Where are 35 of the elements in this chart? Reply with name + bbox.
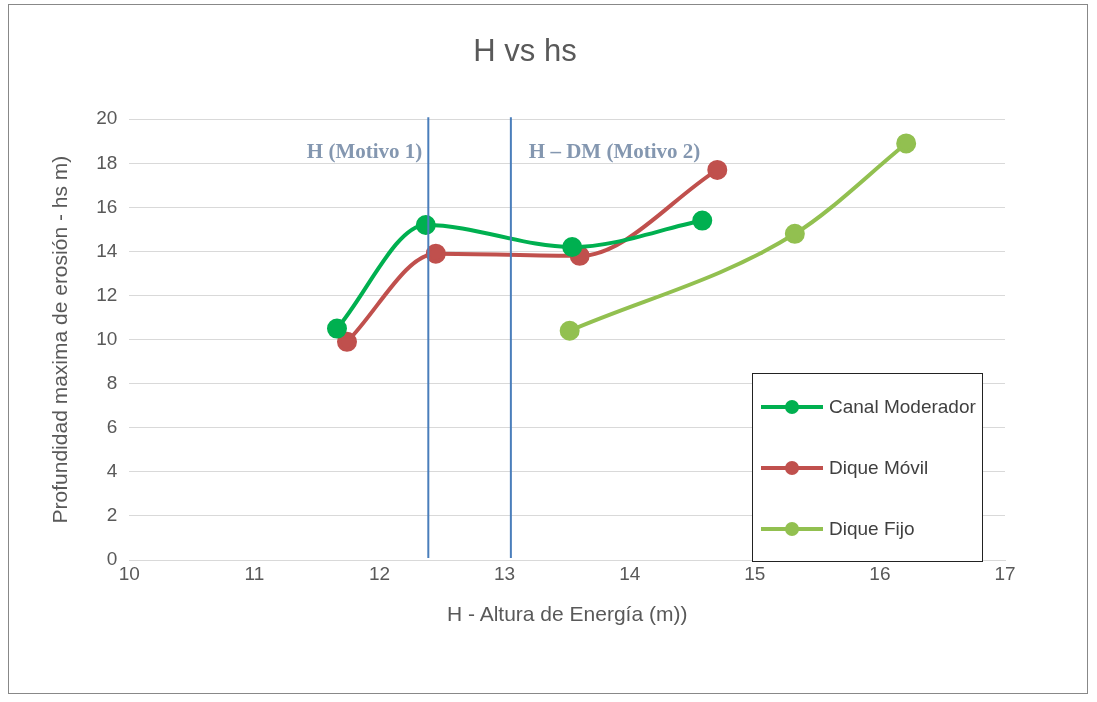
- x-tick-label: 13: [494, 562, 516, 584]
- x-axis-title: H - Altura de Energía (m)): [446, 602, 688, 626]
- y-tick-label: 10: [96, 327, 118, 349]
- y-tick-label: 16: [96, 195, 118, 217]
- y-tick-label: 4: [106, 460, 118, 482]
- x-tick-label: 16: [869, 562, 891, 584]
- chart-title: H vs hs: [473, 33, 577, 69]
- y-tick-label: 8: [106, 371, 118, 393]
- y-tick-label: 6: [106, 415, 118, 437]
- y-tick-label: 0: [106, 548, 118, 570]
- x-tick-label: 12: [368, 562, 391, 584]
- ref-line-label: H – DM (Motivo 2): [528, 138, 701, 163]
- legend-label: Dique Fijo: [829, 517, 915, 540]
- y-tick-label: 20: [96, 107, 118, 129]
- point: [337, 331, 357, 352]
- point: [326, 318, 347, 339]
- y-tick-label: 14: [96, 239, 118, 261]
- ref-line-label: H (Motivo 1): [306, 138, 423, 163]
- y-tick-label: 18: [96, 151, 118, 173]
- x-tick-label: 14: [619, 562, 641, 584]
- y-axis-title: Profundidad maxima de erosión - hs m): [48, 155, 72, 524]
- x-tick-label: 17: [994, 562, 1016, 584]
- y-tick-label: 12: [96, 283, 118, 305]
- point: [707, 159, 728, 180]
- point: [692, 210, 713, 231]
- y-tick-label: 2: [106, 504, 118, 526]
- point: [562, 237, 583, 258]
- point: [425, 243, 446, 264]
- point: [784, 223, 805, 244]
- legend-label: Canal Moderador: [829, 395, 976, 418]
- x-tick-label: 15: [744, 562, 766, 584]
- point: [559, 320, 580, 341]
- x-tick-label: 11: [244, 562, 265, 584]
- legend-label: Dique Móvil: [829, 456, 929, 479]
- point: [896, 133, 917, 154]
